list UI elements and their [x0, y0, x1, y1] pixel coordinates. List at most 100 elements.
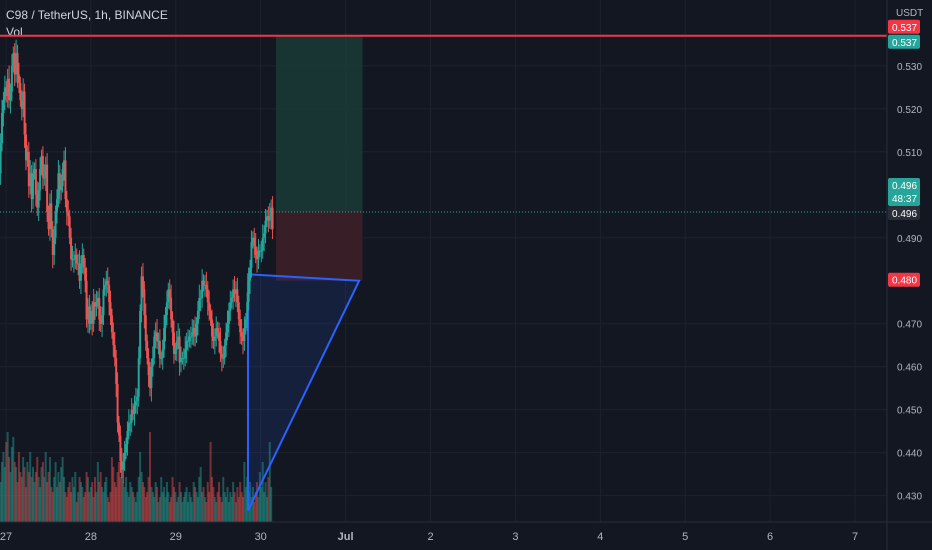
ascending-triangle-drawing[interactable] [246, 273, 361, 512]
price-tick-label: 0.510 [897, 148, 922, 159]
long-position-tool[interactable] [275, 35, 363, 281]
candle-body [232, 289, 235, 298]
volume-bar [212, 487, 215, 522]
candle-body [78, 263, 81, 281]
volume-bar [53, 477, 56, 522]
volume-bar [20, 477, 23, 522]
candle-body [226, 323, 229, 333]
volume-bar [113, 482, 116, 522]
volume-bar [116, 472, 119, 522]
candle-body [68, 216, 71, 238]
volume-bar [240, 492, 243, 522]
candle-body [136, 396, 139, 402]
volume-bar [191, 502, 194, 522]
candle-body [175, 340, 178, 350]
candle-body [267, 216, 270, 221]
candle-body [82, 254, 85, 268]
volume-bar [55, 487, 58, 522]
candle-body [225, 332, 228, 346]
candle-body [125, 444, 128, 453]
volume-bar [2, 452, 5, 522]
candle-body [201, 280, 204, 298]
price-tick-label: 0.470 [897, 320, 922, 331]
volume-bar [172, 487, 175, 522]
candle-body [132, 409, 135, 414]
volume-bar [84, 492, 87, 522]
candle-body [191, 332, 194, 337]
candle-body [260, 250, 263, 252]
volume-bar [134, 502, 137, 522]
candle-body [195, 323, 198, 337]
candle-body [54, 211, 57, 238]
candle-body [167, 289, 170, 303]
candle-body [223, 345, 226, 359]
grid [0, 0, 887, 522]
volume-bar [216, 492, 219, 522]
time-tick-label: 30 [255, 531, 267, 543]
price-tick-label: 0.530 [897, 62, 922, 73]
volume-bar [196, 497, 199, 522]
volume-bar [236, 487, 239, 522]
volume-bar [123, 487, 126, 522]
volume-bar [88, 492, 91, 522]
volume-bar [96, 462, 99, 522]
volume-bar [58, 482, 61, 522]
candle-body [251, 237, 254, 243]
candle-body [130, 409, 133, 423]
volume-bar [268, 442, 271, 522]
time-axis[interactable]: 27 28 29 30 Jul 2 3 4 5 6 7 [0, 521, 932, 543]
candle-body [64, 160, 67, 200]
volume-bar [47, 472, 50, 522]
candle-body [137, 358, 140, 397]
volume-bar [36, 457, 39, 522]
volume-bar [222, 477, 225, 522]
volume-bar [91, 482, 94, 522]
volume-bar [109, 492, 112, 522]
candle-body [10, 65, 13, 92]
candle-body [178, 336, 181, 363]
volume-bar [29, 452, 32, 522]
volume-bar [70, 492, 73, 522]
candle-body [250, 242, 253, 268]
volume-bar [75, 502, 78, 522]
candle-body [215, 328, 218, 337]
volume-bar [130, 487, 133, 522]
horizontal-lines[interactable] [0, 34, 887, 213]
candle-body [32, 173, 35, 200]
volume-bar [156, 487, 159, 522]
price-axis[interactable]: 0.530 0.520 0.510 0.490 0.470 0.460 0.450 0.440… [886, 0, 922, 550]
volume-bar [201, 492, 204, 522]
candle-body [210, 319, 213, 337]
candle-body [205, 285, 208, 290]
volume-bar [22, 457, 25, 522]
volume-bar [223, 492, 226, 522]
candle-body [234, 289, 237, 294]
candle-body [146, 340, 149, 359]
volume-bar [72, 487, 75, 522]
candle-body [92, 302, 95, 324]
stop-zone [275, 211, 363, 281]
candle-body [2, 100, 5, 114]
volume-bar [205, 502, 208, 522]
candle-body [110, 315, 113, 333]
candle-body [203, 285, 206, 287]
volume-bar [17, 452, 20, 522]
volume-bar [267, 477, 270, 522]
volume-bar [78, 477, 81, 522]
candle-body [198, 297, 201, 311]
volume-bar [168, 502, 171, 522]
volume-bar [126, 492, 129, 522]
volume-bar [9, 472, 12, 522]
volume-bar [157, 502, 160, 522]
symbol-title[interactable]: C98 / TetherUS, 1h, BINANCE [6, 8, 168, 22]
price-tag [888, 19, 920, 34]
candle-body [157, 340, 160, 342]
volume-bar [0, 482, 2, 522]
volume-bar [146, 492, 149, 522]
volume-bar [39, 487, 42, 522]
candle-body [89, 310, 92, 324]
volume-bar [136, 492, 139, 522]
time-tick-label: 2 [427, 531, 433, 543]
candle-body [184, 349, 187, 359]
